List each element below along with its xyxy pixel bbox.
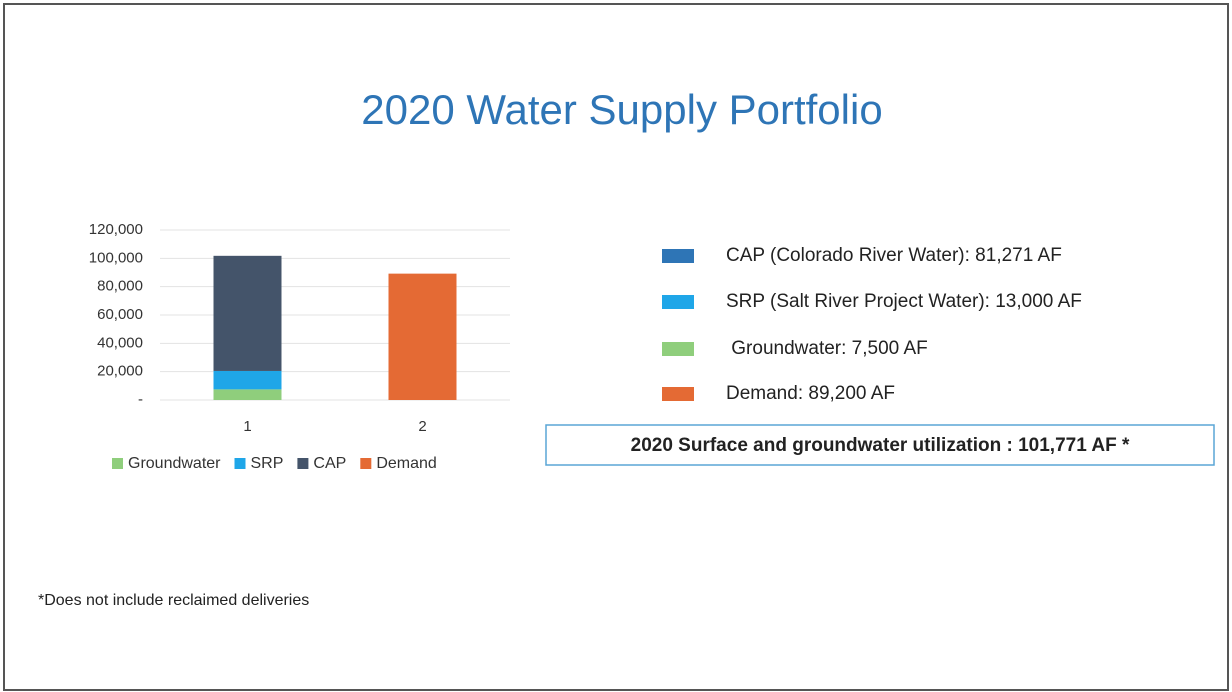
footnote: *Does not include reclaimed deliveries bbox=[38, 592, 309, 609]
bar-segment bbox=[213, 370, 282, 390]
annotation-swatch bbox=[662, 342, 694, 356]
annotation: CAP (Colorado River Water): 81,271 AF bbox=[726, 245, 1062, 266]
legend-swatch bbox=[234, 458, 246, 469]
y-tick-label: 20,000 bbox=[97, 363, 143, 380]
bar-segment bbox=[213, 389, 282, 400]
y-tick-label: 60,000 bbox=[97, 306, 143, 323]
annotation-swatch bbox=[662, 387, 694, 401]
legend-label: Demand bbox=[376, 455, 436, 472]
chart-title: 2020 Water Supply Portfolio bbox=[361, 86, 882, 133]
y-tick-label: 120,000 bbox=[89, 221, 143, 238]
annotation: Demand: 89,200 AF bbox=[726, 383, 895, 404]
y-tick-label: 80,000 bbox=[97, 278, 143, 295]
legend-label: CAP bbox=[313, 455, 346, 472]
x-tick-label: 1 bbox=[243, 418, 251, 435]
legend-label: SRP bbox=[251, 455, 284, 472]
bar-segment bbox=[213, 255, 282, 371]
summary: 2020 Surface and groundwater utilization… bbox=[631, 435, 1130, 456]
annotation-swatch bbox=[662, 295, 694, 309]
x-tick-label: 2 bbox=[418, 418, 426, 435]
summary-box bbox=[545, 424, 1215, 466]
legend-swatch bbox=[297, 458, 309, 469]
annotation-swatch bbox=[662, 249, 694, 263]
y-tick-label: - bbox=[138, 391, 143, 408]
y-tick-label: 100,000 bbox=[89, 249, 143, 266]
bar-segment bbox=[388, 273, 457, 400]
annotation: Groundwater: 7,500 AF bbox=[726, 338, 928, 359]
annotation: SRP (Salt River Project Water): 13,000 A… bbox=[726, 291, 1082, 312]
legend-label: Groundwater bbox=[128, 455, 221, 472]
slide-border bbox=[3, 3, 1229, 691]
legend-swatch bbox=[360, 458, 372, 469]
legend-swatch bbox=[112, 458, 123, 469]
y-tick-label: 40,000 bbox=[97, 334, 143, 351]
